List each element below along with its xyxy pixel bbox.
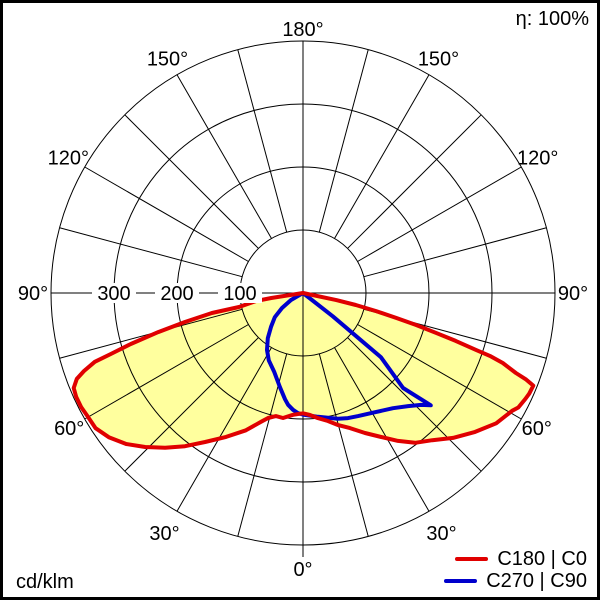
grid-spoke-60-right xyxy=(357,324,522,420)
grid-spoke-165-left xyxy=(237,49,288,233)
angle-label-0: 0° xyxy=(293,559,312,581)
grid-spoke-105-right xyxy=(363,227,547,278)
angle-label-30-left: 30° xyxy=(149,523,179,545)
grid-spoke-150-right xyxy=(334,74,430,239)
angle-label-60-right: 60° xyxy=(522,418,552,440)
grid-spoke-120-left xyxy=(84,166,249,262)
grid-spoke-135-right xyxy=(347,114,482,249)
legend-row-c90: C270 | C90 xyxy=(444,570,587,592)
legend-label-c180-c0: C180 | C0 xyxy=(497,547,587,570)
grid-spoke-165-right xyxy=(318,49,369,233)
angle-label-150-right: 150° xyxy=(418,48,459,70)
legend-line-c270-c90 xyxy=(444,579,478,583)
grid-spoke-105-left xyxy=(59,227,243,278)
ring-label-mask-200 xyxy=(155,283,199,303)
grid-spoke-30-left xyxy=(176,347,272,512)
ring-label-200: 200 xyxy=(160,283,193,305)
angle-label-90-right: 90° xyxy=(558,283,588,305)
angle-label-150-left: 150° xyxy=(147,48,188,70)
angle-label-180: 180° xyxy=(282,19,323,41)
polar-chart: 300 200 100 0° 30° 30° 60° 60° 90° 90° 120° 120° 150… xyxy=(18,19,588,581)
angle-label-120-left: 120° xyxy=(48,148,89,170)
angle-label-90-left: 90° xyxy=(18,283,48,305)
angle-label-30-right: 30° xyxy=(426,523,456,545)
angle-label-120-right: 120° xyxy=(517,148,558,170)
ring-label-mask-100 xyxy=(218,283,262,303)
ring-label-100: 100 xyxy=(223,283,256,305)
legend-line-c180-c0 xyxy=(455,557,489,561)
unit-label: cd/klm xyxy=(16,571,74,593)
grid-spoke-120-right xyxy=(357,166,522,262)
ring-label-300: 300 xyxy=(97,283,130,305)
efficiency-label: η: 100% xyxy=(515,8,589,30)
legend-row-c0: C180 | C0 xyxy=(444,548,587,570)
angle-label-60-left: 60° xyxy=(54,418,84,440)
legend-label-c270-c90: C270 | C90 xyxy=(486,569,587,592)
grid-spoke-135-left xyxy=(124,114,259,249)
grid-spoke-15-right xyxy=(318,353,369,537)
grid-spoke-60-left xyxy=(84,324,249,420)
grid-spoke-150-left xyxy=(176,74,272,239)
legend: C180 | C0 C270 | C90 xyxy=(444,548,587,592)
grid-spoke-30-right xyxy=(334,347,430,512)
curve-c180-c0 xyxy=(71,291,536,450)
ring-label-mask-300 xyxy=(92,283,136,303)
